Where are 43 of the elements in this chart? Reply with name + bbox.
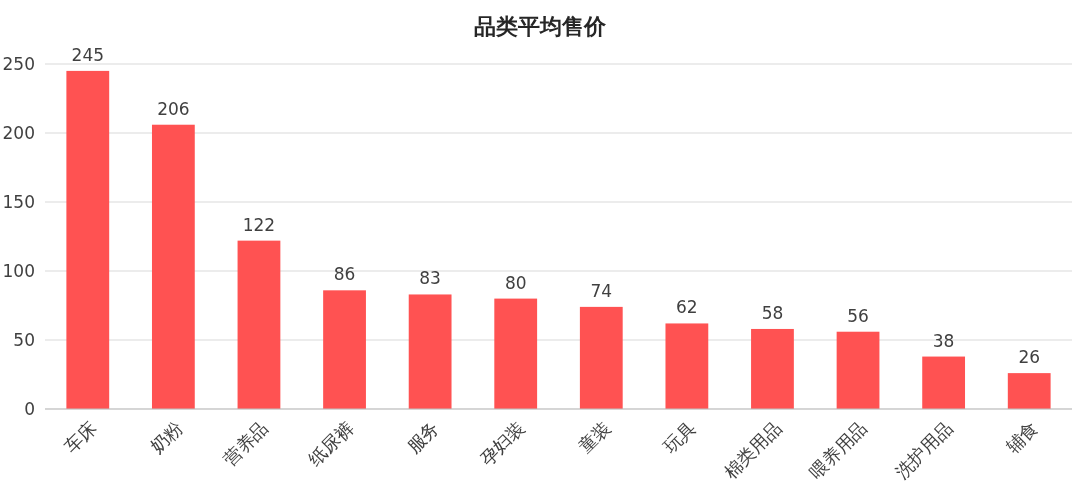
data-label: 26 — [1018, 347, 1041, 368]
x-tick-label: 服务 — [402, 416, 443, 458]
bar — [66, 70, 110, 409]
y-tick-label: 0 — [24, 398, 35, 419]
y-tick-label: 50 — [13, 329, 35, 350]
bar — [494, 298, 538, 409]
y-tick-label: 150 — [2, 191, 35, 212]
data-label: 80 — [504, 272, 527, 293]
data-label: 206 — [157, 98, 190, 119]
x-tick-label: 玩具 — [659, 416, 700, 458]
x-tick-label: 车床 — [60, 416, 101, 458]
y-tick-label: 100 — [2, 260, 35, 281]
bar — [408, 294, 452, 409]
x-tick-label: 孕妇装 — [475, 416, 529, 471]
x-tick-label: 童装 — [573, 416, 615, 458]
x-tick-label: 营养品 — [218, 416, 272, 471]
x-tick-label: 纸尿裤 — [304, 416, 358, 471]
x-tick-label: 辅食 — [1001, 416, 1043, 458]
x-tick-label: 洗护用品 — [890, 416, 957, 483]
bar — [751, 328, 794, 409]
bar — [151, 124, 195, 409]
data-label: 62 — [676, 297, 698, 318]
bar — [665, 323, 709, 409]
x-tick-label: 棉类用品 — [719, 416, 786, 483]
chart-title: 品类平均售价 — [474, 14, 607, 39]
x-tick-label: 喂养用品 — [805, 416, 871, 483]
bar — [237, 240, 281, 409]
data-label: 86 — [333, 264, 356, 285]
data-label: 56 — [847, 305, 869, 326]
bar — [1007, 373, 1051, 409]
data-label: 122 — [242, 214, 276, 235]
x-tick-label: 奶粉 — [145, 416, 187, 458]
y-tick-label: 250 — [2, 53, 35, 74]
bar — [323, 290, 366, 409]
bar — [579, 306, 623, 409]
bar — [836, 331, 880, 409]
y-tick-label: 200 — [2, 122, 35, 143]
data-label: 83 — [419, 268, 441, 289]
data-label: 58 — [761, 302, 784, 323]
data-label: 38 — [932, 330, 955, 351]
bar — [922, 356, 966, 409]
data-label: 74 — [590, 280, 613, 301]
data-label: 245 — [71, 44, 105, 65]
